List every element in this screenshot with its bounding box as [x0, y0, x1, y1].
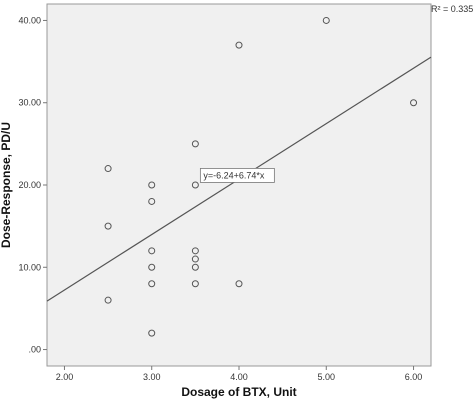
x-tick-label: 5.00	[318, 372, 336, 382]
y-tick-label: 30.00	[18, 98, 41, 108]
plot-area	[46, 3, 432, 367]
y-axis-ticks: .00 10.00 20.00 30.00 40.00	[18, 15, 47, 355]
data-point	[235, 280, 243, 288]
data-point	[148, 247, 156, 255]
data-point	[148, 197, 156, 205]
y-tick-label: 20.00	[18, 180, 41, 190]
data-point	[148, 181, 156, 189]
fit-line-layer: y=-6.24+6.74*x	[46, 56, 432, 302]
data-point	[235, 41, 243, 49]
data-point	[104, 296, 112, 304]
x-axis-ticks: 2.00 3.00 4.00 5.00 6.00	[56, 366, 423, 382]
y-axis-title: Dose-Response, PD/U	[0, 122, 13, 248]
data-point	[322, 16, 330, 24]
data-point	[191, 181, 199, 189]
data-point	[104, 165, 112, 173]
data-point	[191, 140, 199, 148]
x-axis-title: Dosage of BTX, Unit	[181, 385, 296, 399]
data-point	[104, 222, 112, 230]
y-tick-label: 40.00	[18, 15, 41, 25]
x-tick-label: 2.00	[56, 372, 74, 382]
y-tick-label: .00	[28, 345, 41, 355]
r-squared-label: R² = 0.335	[431, 4, 473, 14]
data-point	[191, 255, 199, 263]
x-tick-label: 4.00	[230, 372, 248, 382]
data-point	[148, 280, 156, 288]
data-point	[191, 247, 199, 255]
data-point	[191, 263, 199, 271]
data-point	[148, 329, 156, 337]
equation-label: y=-6.24+6.74*x	[203, 170, 265, 180]
y-tick-label: 10.00	[18, 262, 41, 272]
data-point	[148, 263, 156, 271]
points-layer	[104, 16, 418, 337]
x-tick-label: 6.00	[405, 372, 423, 382]
equation-box	[199, 168, 275, 183]
data-point	[191, 280, 199, 288]
x-tick-label: 3.00	[143, 372, 161, 382]
data-point	[410, 99, 418, 107]
